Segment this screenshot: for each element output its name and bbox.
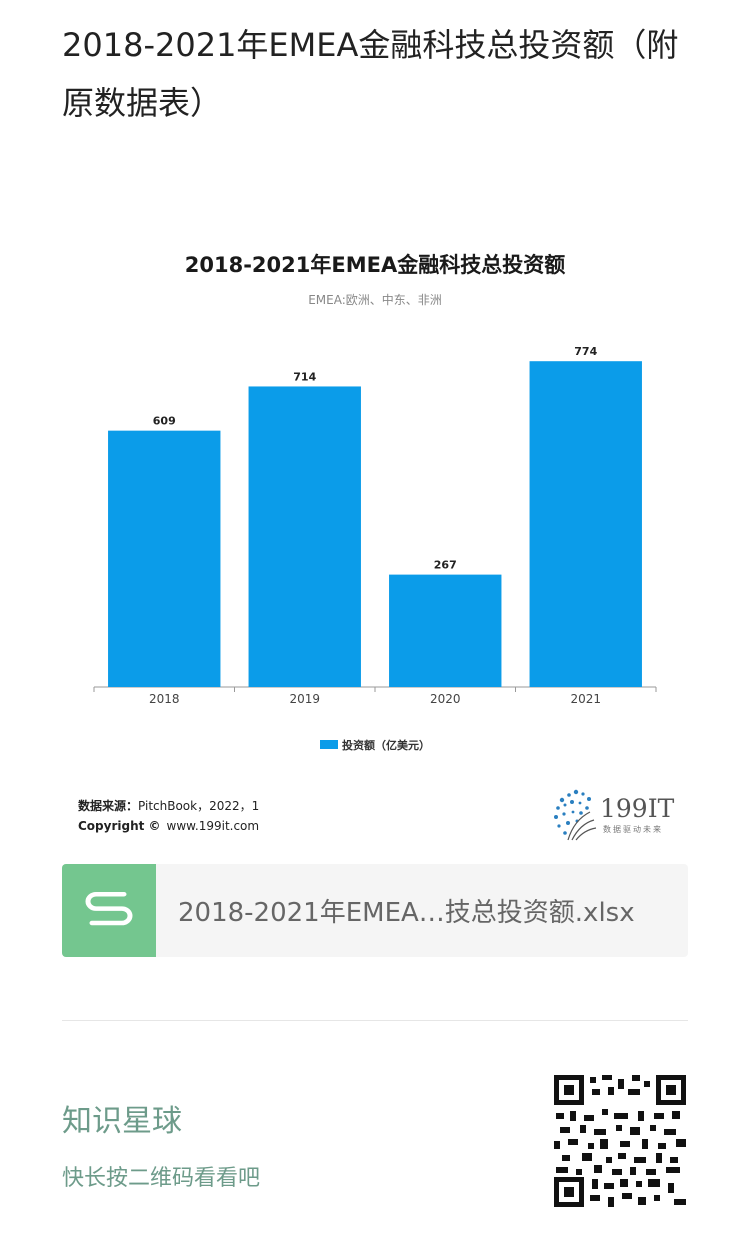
chart-legend: 投资额（亿美元）: [320, 738, 430, 752]
data-label-2019: 714: [293, 370, 316, 383]
article-title: 2018-2021年EMEA金融科技总投资额（附原数据表）: [62, 26, 679, 122]
x-tick-label-2018: 2018: [149, 692, 180, 706]
attachment-file[interactable]: 2018-2021年EMEA…技总投资额.xlsx: [62, 864, 688, 957]
bar-chart: 2018-2021年EMEA金融科技总投资额 EMEA:欧洲、中东、非洲 609…: [78, 253, 675, 841]
logo-tagline: 数据驱动未来: [603, 824, 663, 834]
bar-2020: [389, 574, 502, 687]
qr-code-icon[interactable]: [554, 1075, 686, 1207]
data-label-2020: 267: [434, 559, 457, 572]
data-label-2018: 609: [153, 415, 176, 428]
knowledge-planet-subtitle: 快长按二维码看看吧: [62, 1166, 261, 1191]
x-tick-label-2019: 2019: [289, 692, 320, 706]
bar-2018: [108, 430, 221, 687]
copyright-note: Copyright © www.199it.com: [78, 819, 259, 833]
divider: [62, 1020, 688, 1021]
chart-subtitle: EMEA:欧洲、中东、非洲: [308, 292, 442, 307]
bar-2019: [248, 386, 361, 687]
logo-text: 199IT: [600, 794, 675, 823]
copyright-text: www.199it.com: [167, 819, 260, 833]
legend-swatch: [320, 740, 338, 749]
wps-spreadsheet-icon: [62, 864, 156, 957]
x-tick-label-2020: 2020: [430, 692, 461, 706]
x-tick-label-2021: 2021: [570, 692, 601, 706]
dots-globe-icon: [554, 789, 591, 835]
attachment-filename: 2018-2021年EMEA…技总投资额.xlsx: [178, 898, 635, 928]
chart-image: 2018-2021年EMEA金融科技总投资额 EMEA:欧洲、中东、非洲 609…: [62, 200, 688, 850]
chart-title: 2018-2021年EMEA金融科技总投资额: [185, 253, 565, 277]
source-note: 数据来源：PitchBook，2022，1: [78, 798, 259, 813]
data-label-2021: 774: [574, 345, 597, 358]
199it-logo: 199IT 数据驱动未来: [554, 789, 675, 841]
knowledge-planet-title: 知识星球: [62, 1104, 182, 1139]
bar-2021: [529, 361, 642, 687]
source-text: PitchBook，2022，1: [138, 799, 259, 813]
source-label: 数据来源：: [78, 798, 138, 813]
legend-label: 投资额（亿美元）: [342, 738, 430, 752]
copyright-label: Copyright ©: [78, 819, 161, 833]
